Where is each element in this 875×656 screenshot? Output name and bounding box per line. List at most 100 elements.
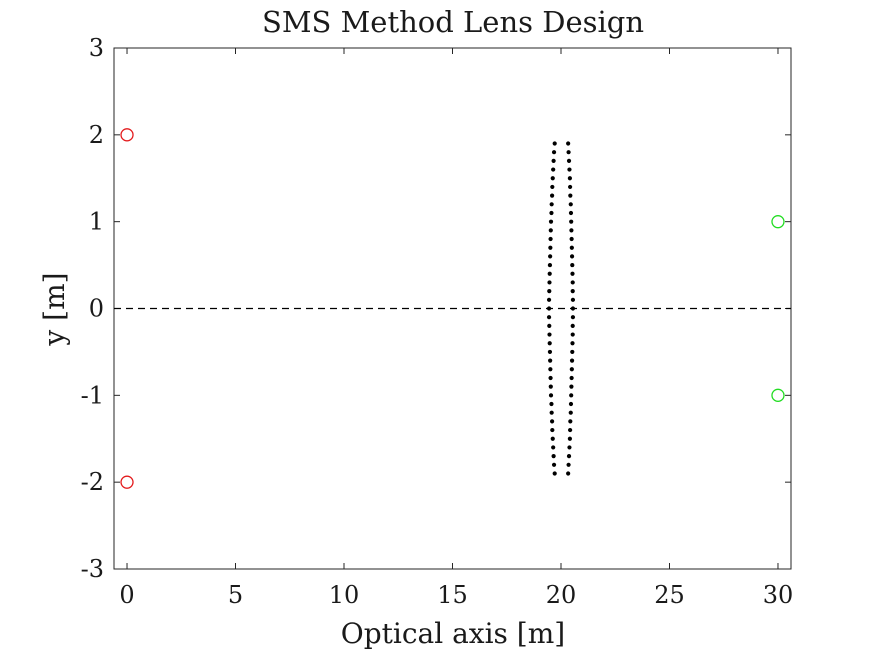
lens-point [568, 184, 573, 190]
lens-point [570, 262, 575, 268]
lens-point [551, 158, 556, 163]
lens-point [569, 358, 575, 363]
y-tick-label: 1 [89, 208, 104, 236]
lens-point [551, 454, 556, 459]
lens-point [549, 410, 554, 415]
lens-point [548, 236, 553, 242]
lens-point [570, 341, 575, 346]
lens-point [547, 280, 552, 285]
lens-point [570, 289, 575, 294]
y-tick-label: -1 [81, 381, 104, 409]
y-tick-label: 2 [89, 121, 104, 149]
lens-point [551, 462, 557, 467]
lens-point [552, 471, 557, 476]
source-point [120, 475, 134, 489]
lens-point [567, 167, 572, 172]
x-tick-label: 30 [763, 581, 794, 609]
lens-point [569, 384, 574, 389]
lens-point [568, 202, 573, 207]
y-tick-label: 3 [89, 34, 104, 62]
lens-point [569, 254, 575, 259]
lens-point [548, 375, 553, 381]
receiver-point [771, 215, 785, 229]
chart-title: SMS Method Lens Design [262, 5, 644, 39]
lens-point [548, 393, 554, 398]
lens-point [549, 419, 555, 424]
lens-point [547, 271, 552, 276]
lens-point [551, 445, 556, 450]
lens-point [550, 184, 555, 190]
x-tick-label: 15 [437, 581, 468, 609]
lens-point [569, 367, 574, 372]
lens-point [569, 245, 574, 250]
x-tick-label: 5 [228, 581, 243, 609]
y-tick-label: 0 [89, 295, 104, 323]
lens-point [549, 401, 554, 407]
lens-point [548, 219, 554, 224]
lens-point [547, 332, 552, 337]
lens-point [548, 367, 553, 372]
lens-point [547, 349, 553, 355]
y-tick-label: -2 [81, 468, 104, 496]
x-tick-label: 0 [119, 581, 134, 609]
y-axis-label: y [m] [38, 272, 71, 346]
lens-point [551, 167, 556, 172]
lens-point [566, 158, 572, 163]
lens-point [546, 315, 552, 320]
lens-point [546, 297, 552, 302]
lens-point [569, 393, 574, 398]
lens-point [570, 297, 576, 302]
lens-point [551, 150, 557, 155]
lens-point [569, 219, 574, 224]
lens-point [570, 315, 576, 320]
lens-point [566, 471, 571, 476]
lens-point [568, 419, 573, 424]
lens-point [547, 341, 552, 346]
lens-point [549, 193, 555, 198]
lens-point [568, 427, 573, 433]
lens-point [569, 236, 574, 242]
lens-point [568, 410, 573, 415]
lens-point [548, 245, 553, 250]
lens-point [566, 462, 571, 467]
lens-point [550, 436, 555, 441]
lens-point [567, 436, 572, 441]
lens-point [570, 280, 575, 285]
lens-point [566, 454, 572, 459]
lens-point [549, 202, 554, 207]
lens-point [547, 323, 552, 328]
lens-point [547, 262, 553, 268]
lens-point [568, 210, 574, 216]
lens-point [548, 384, 553, 389]
lens-point [566, 141, 571, 146]
plot-area: 0 5 10 15 20 25 30 -3 -2 -1 0 1 2 3 [81, 34, 794, 609]
lens-point [548, 358, 553, 363]
source-point [120, 128, 134, 142]
lens-point [549, 210, 554, 216]
lens-point [566, 150, 571, 155]
lens-point [567, 445, 572, 450]
x-tick-label: 10 [329, 581, 360, 609]
lens-point [570, 271, 575, 276]
lens-point [568, 401, 574, 407]
y-tick-label: -3 [81, 555, 104, 583]
lens-point [567, 176, 572, 181]
lens-point [570, 349, 575, 355]
lens-point [552, 141, 557, 146]
lens-point [569, 228, 574, 233]
lens-point [570, 323, 575, 328]
lens-point [548, 254, 553, 259]
lens-point [550, 427, 555, 433]
lens-point [550, 176, 555, 181]
lens-point [568, 193, 573, 198]
receiver-point [771, 388, 785, 402]
lens-point [570, 332, 575, 337]
lens-point [546, 306, 552, 311]
lens-point [570, 306, 576, 311]
x-tick-label: 25 [654, 581, 685, 609]
lens-point [548, 228, 553, 233]
x-axis-label: Optical axis [m] [341, 617, 565, 650]
lens-point [569, 375, 574, 381]
